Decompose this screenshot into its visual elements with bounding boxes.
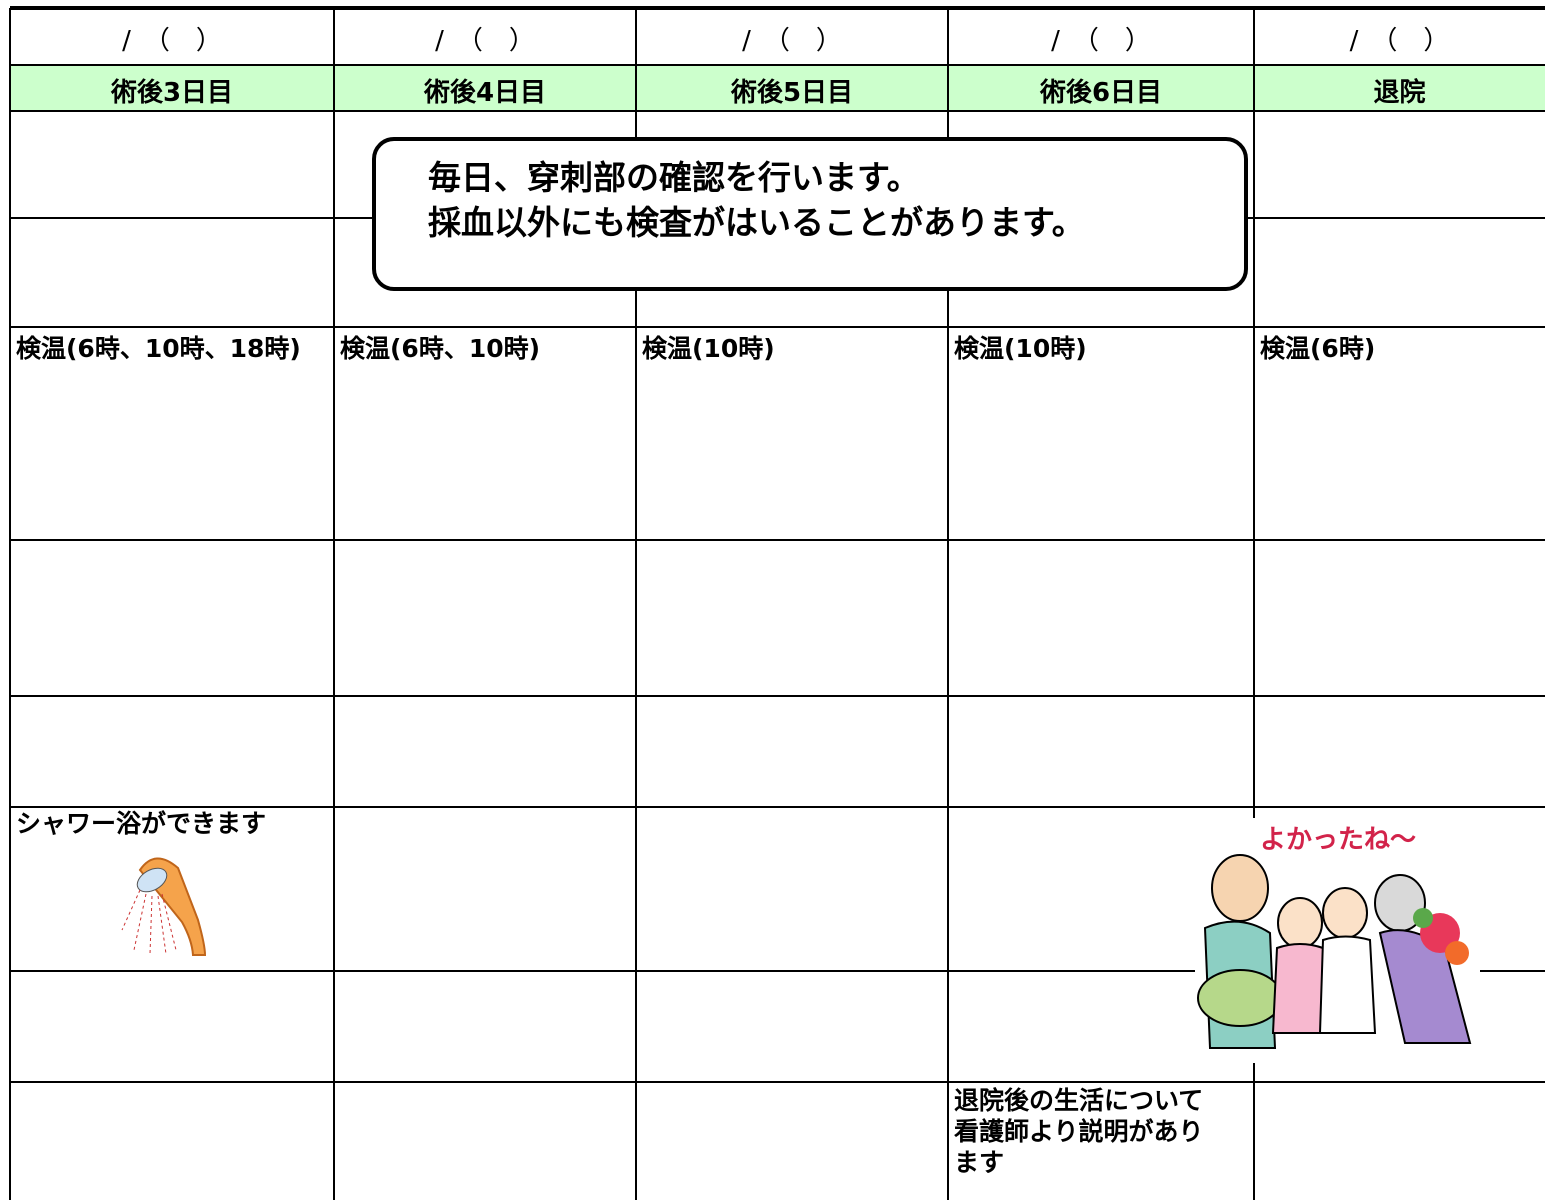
date-header: / （ ） xyxy=(435,26,535,56)
day-header: 術後6日目 xyxy=(1039,78,1163,108)
row-line xyxy=(10,1081,1545,1083)
cell-note: 退院後の生活について xyxy=(954,1086,1204,1115)
row-line xyxy=(10,695,1545,697)
column-line xyxy=(1253,8,1255,1200)
cell-note: 検温(6時、10時、18時) xyxy=(16,334,301,363)
top-line xyxy=(10,6,1545,10)
callout-text: 採血以外にも検査がはいることがあります。 xyxy=(428,203,1085,242)
cell-note: シャワー浴ができます xyxy=(16,809,267,838)
row-line xyxy=(10,806,1545,808)
cell-note: 検温(10時) xyxy=(642,334,775,363)
day-header: 退院 xyxy=(1373,78,1426,108)
column-line xyxy=(333,8,335,1200)
row-line xyxy=(10,970,1545,972)
illustration-caption: よかったね〜 xyxy=(1260,825,1416,855)
callout-box xyxy=(372,137,1248,291)
day-header: 術後5日目 xyxy=(730,78,854,108)
column-line xyxy=(635,8,637,1200)
day-header: 術後3日目 xyxy=(110,78,234,108)
header-band xyxy=(10,65,1545,111)
shower-icon xyxy=(121,857,207,956)
day-header: 術後4日目 xyxy=(423,78,547,108)
column-line xyxy=(9,8,11,1200)
date-header: / （ ） xyxy=(1051,26,1151,56)
cell-note: 検温(6時、10時) xyxy=(340,334,541,363)
discharge-illustration: よかったね〜 xyxy=(1195,818,1480,1063)
row-line xyxy=(10,64,1545,66)
callout-text: 毎日、穿刺部の確認を行います。 xyxy=(428,158,920,197)
row-line xyxy=(10,539,1545,541)
column-line xyxy=(947,8,949,1200)
cell-note: 検温(10時) xyxy=(954,334,1087,363)
date-header: / （ ） xyxy=(742,26,842,56)
cell-note: 看護師より説明があり xyxy=(954,1117,1204,1146)
row-line xyxy=(10,110,1545,112)
date-header: / （ ） xyxy=(122,26,222,56)
date-header: / （ ） xyxy=(1349,26,1450,56)
cell-note: 検温(6時) xyxy=(1260,334,1376,363)
cell-note: ます xyxy=(954,1148,1005,1177)
row-line xyxy=(10,326,1545,328)
